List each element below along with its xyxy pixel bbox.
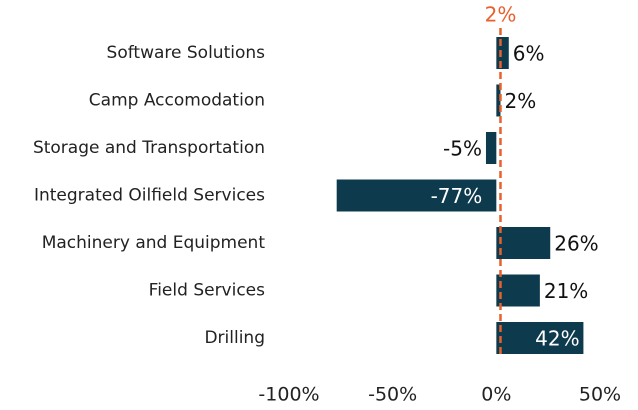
bar bbox=[496, 84, 501, 117]
value-label: 2% bbox=[504, 89, 536, 113]
x-tick-label: 0% bbox=[481, 384, 511, 406]
category-label: Field Services bbox=[149, 281, 265, 301]
x-tick-label: -50% bbox=[368, 384, 417, 406]
x-tick-label: 50% bbox=[579, 384, 621, 406]
bar bbox=[496, 322, 584, 354]
category-label: Machinery and Equipment bbox=[42, 233, 266, 253]
value-label: 42% bbox=[535, 327, 579, 351]
category-label: Software Solutions bbox=[107, 43, 266, 63]
x-tick-label: -100% bbox=[258, 384, 319, 406]
value-label: -5% bbox=[443, 137, 482, 161]
value-label: -77% bbox=[431, 184, 483, 208]
category-label: Integrated Oilfield Services bbox=[34, 186, 265, 206]
bar bbox=[496, 37, 509, 69]
bar bbox=[485, 132, 497, 164]
bar bbox=[496, 274, 540, 307]
bar bbox=[336, 179, 497, 212]
category-label: Drilling bbox=[204, 328, 265, 348]
value-label: 21% bbox=[544, 279, 588, 303]
value-label: 6% bbox=[513, 42, 545, 66]
bar bbox=[496, 227, 551, 259]
category-label: Storage and Transportation bbox=[33, 138, 265, 158]
category-label: Camp Accomodation bbox=[89, 91, 265, 111]
value-label: 26% bbox=[554, 232, 598, 256]
reference-label: 2% bbox=[485, 3, 517, 27]
